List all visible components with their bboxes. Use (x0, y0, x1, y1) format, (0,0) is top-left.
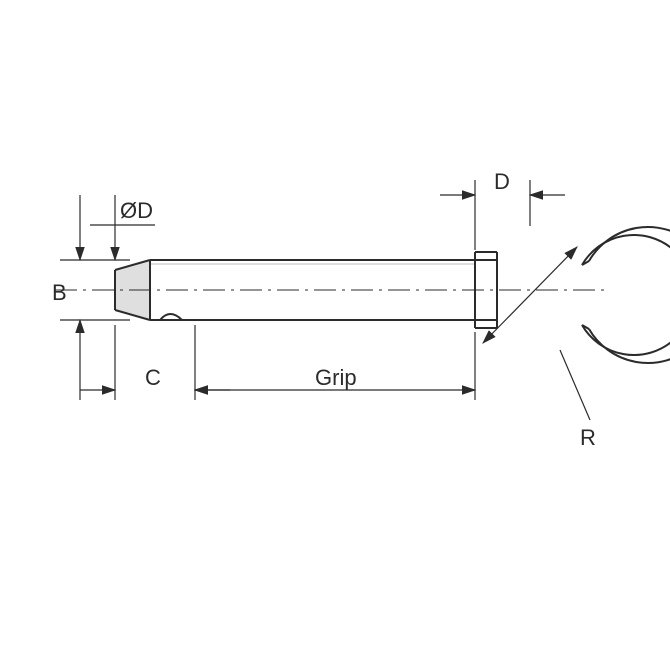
label-grip: Grip (315, 365, 357, 390)
label-D: D (494, 169, 510, 194)
label-B: B (52, 280, 67, 305)
dimension-grip: Grip (195, 332, 475, 400)
dimension-diameter-D: ØD (90, 195, 155, 260)
dimension-C: C (80, 325, 230, 400)
dimension-R: R (483, 247, 596, 450)
ring (475, 227, 670, 363)
label-diameter-D: ØD (120, 198, 153, 223)
label-C: C (145, 365, 161, 390)
dimension-D: D (440, 169, 565, 250)
label-R: R (580, 425, 596, 450)
ball-lock-pin-diagram: B ØD C Grip D R (0, 0, 670, 670)
